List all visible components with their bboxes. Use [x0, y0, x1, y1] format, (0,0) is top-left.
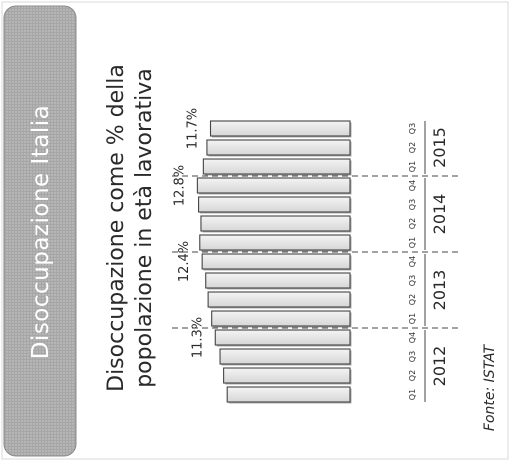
quarter-label: Q3 — [408, 199, 417, 210]
bar — [207, 291, 351, 308]
source-note: Fonte: ISTAT — [482, 343, 498, 431]
year-label: 2015 — [430, 127, 449, 168]
quarter-label: Q3 — [408, 351, 417, 362]
bar — [205, 272, 351, 289]
bar — [226, 386, 351, 403]
bar — [196, 177, 351, 194]
quarter-label: Q3 — [408, 275, 417, 286]
value-annotation: 12.8% — [172, 165, 187, 206]
quarter-label: Q2 — [408, 218, 417, 229]
bar — [209, 120, 351, 137]
bar — [206, 139, 351, 156]
bar — [211, 310, 351, 327]
value-annotations: 11.3% 12.4% 12.8% 11.7% — [172, 108, 205, 358]
sidebar-title: Disoccupazione Italia — [28, 105, 54, 360]
chart-title-line2: popolazione in età lavorativa — [132, 68, 157, 388]
year-label: 2013 — [430, 270, 449, 311]
quarter-label: Q1 — [408, 313, 417, 324]
year-label: 2012 — [430, 346, 449, 387]
quarter-label: Q1 — [408, 161, 417, 172]
value-annotation: 11.7% — [186, 108, 201, 149]
chart-title-line1: Disoccupazione come % della — [104, 64, 129, 392]
bar — [198, 196, 351, 213]
bars-group — [196, 120, 352, 404]
quarter-label: Q2 — [408, 142, 417, 153]
quarter-label: Q2 — [408, 294, 417, 305]
quarter-label: Q1 — [408, 389, 417, 400]
year-label: 2014 — [430, 194, 449, 235]
quarter-label: Q2 — [408, 370, 417, 381]
quarter-label: Q4 — [408, 180, 417, 191]
value-annotation: 12.4% — [177, 241, 192, 282]
quarter-label: Q4 — [408, 256, 417, 267]
bar — [200, 215, 351, 232]
value-annotation: 11.3% — [190, 317, 205, 358]
year-dividers — [172, 175, 460, 329]
sidebar-background — [3, 5, 77, 457]
bar — [219, 348, 351, 365]
bar — [201, 253, 351, 270]
quarter-label: Q3 — [408, 123, 417, 134]
sidebar-panel: Disoccupazione Italia — [3, 5, 77, 457]
quarter-label: Q1 — [408, 237, 417, 248]
x-axis-labels: Q1 Q2 Q3 Q4 2012 Q1 Q2 Q3 Q4 2013 Q1 Q2 Q3 Q4 2014 Q1 Q2… — [408, 121, 449, 402]
bar — [202, 158, 351, 175]
bar — [214, 329, 351, 346]
bar — [223, 367, 351, 384]
quarter-label: Q4 — [408, 332, 417, 343]
bar — [199, 234, 351, 251]
